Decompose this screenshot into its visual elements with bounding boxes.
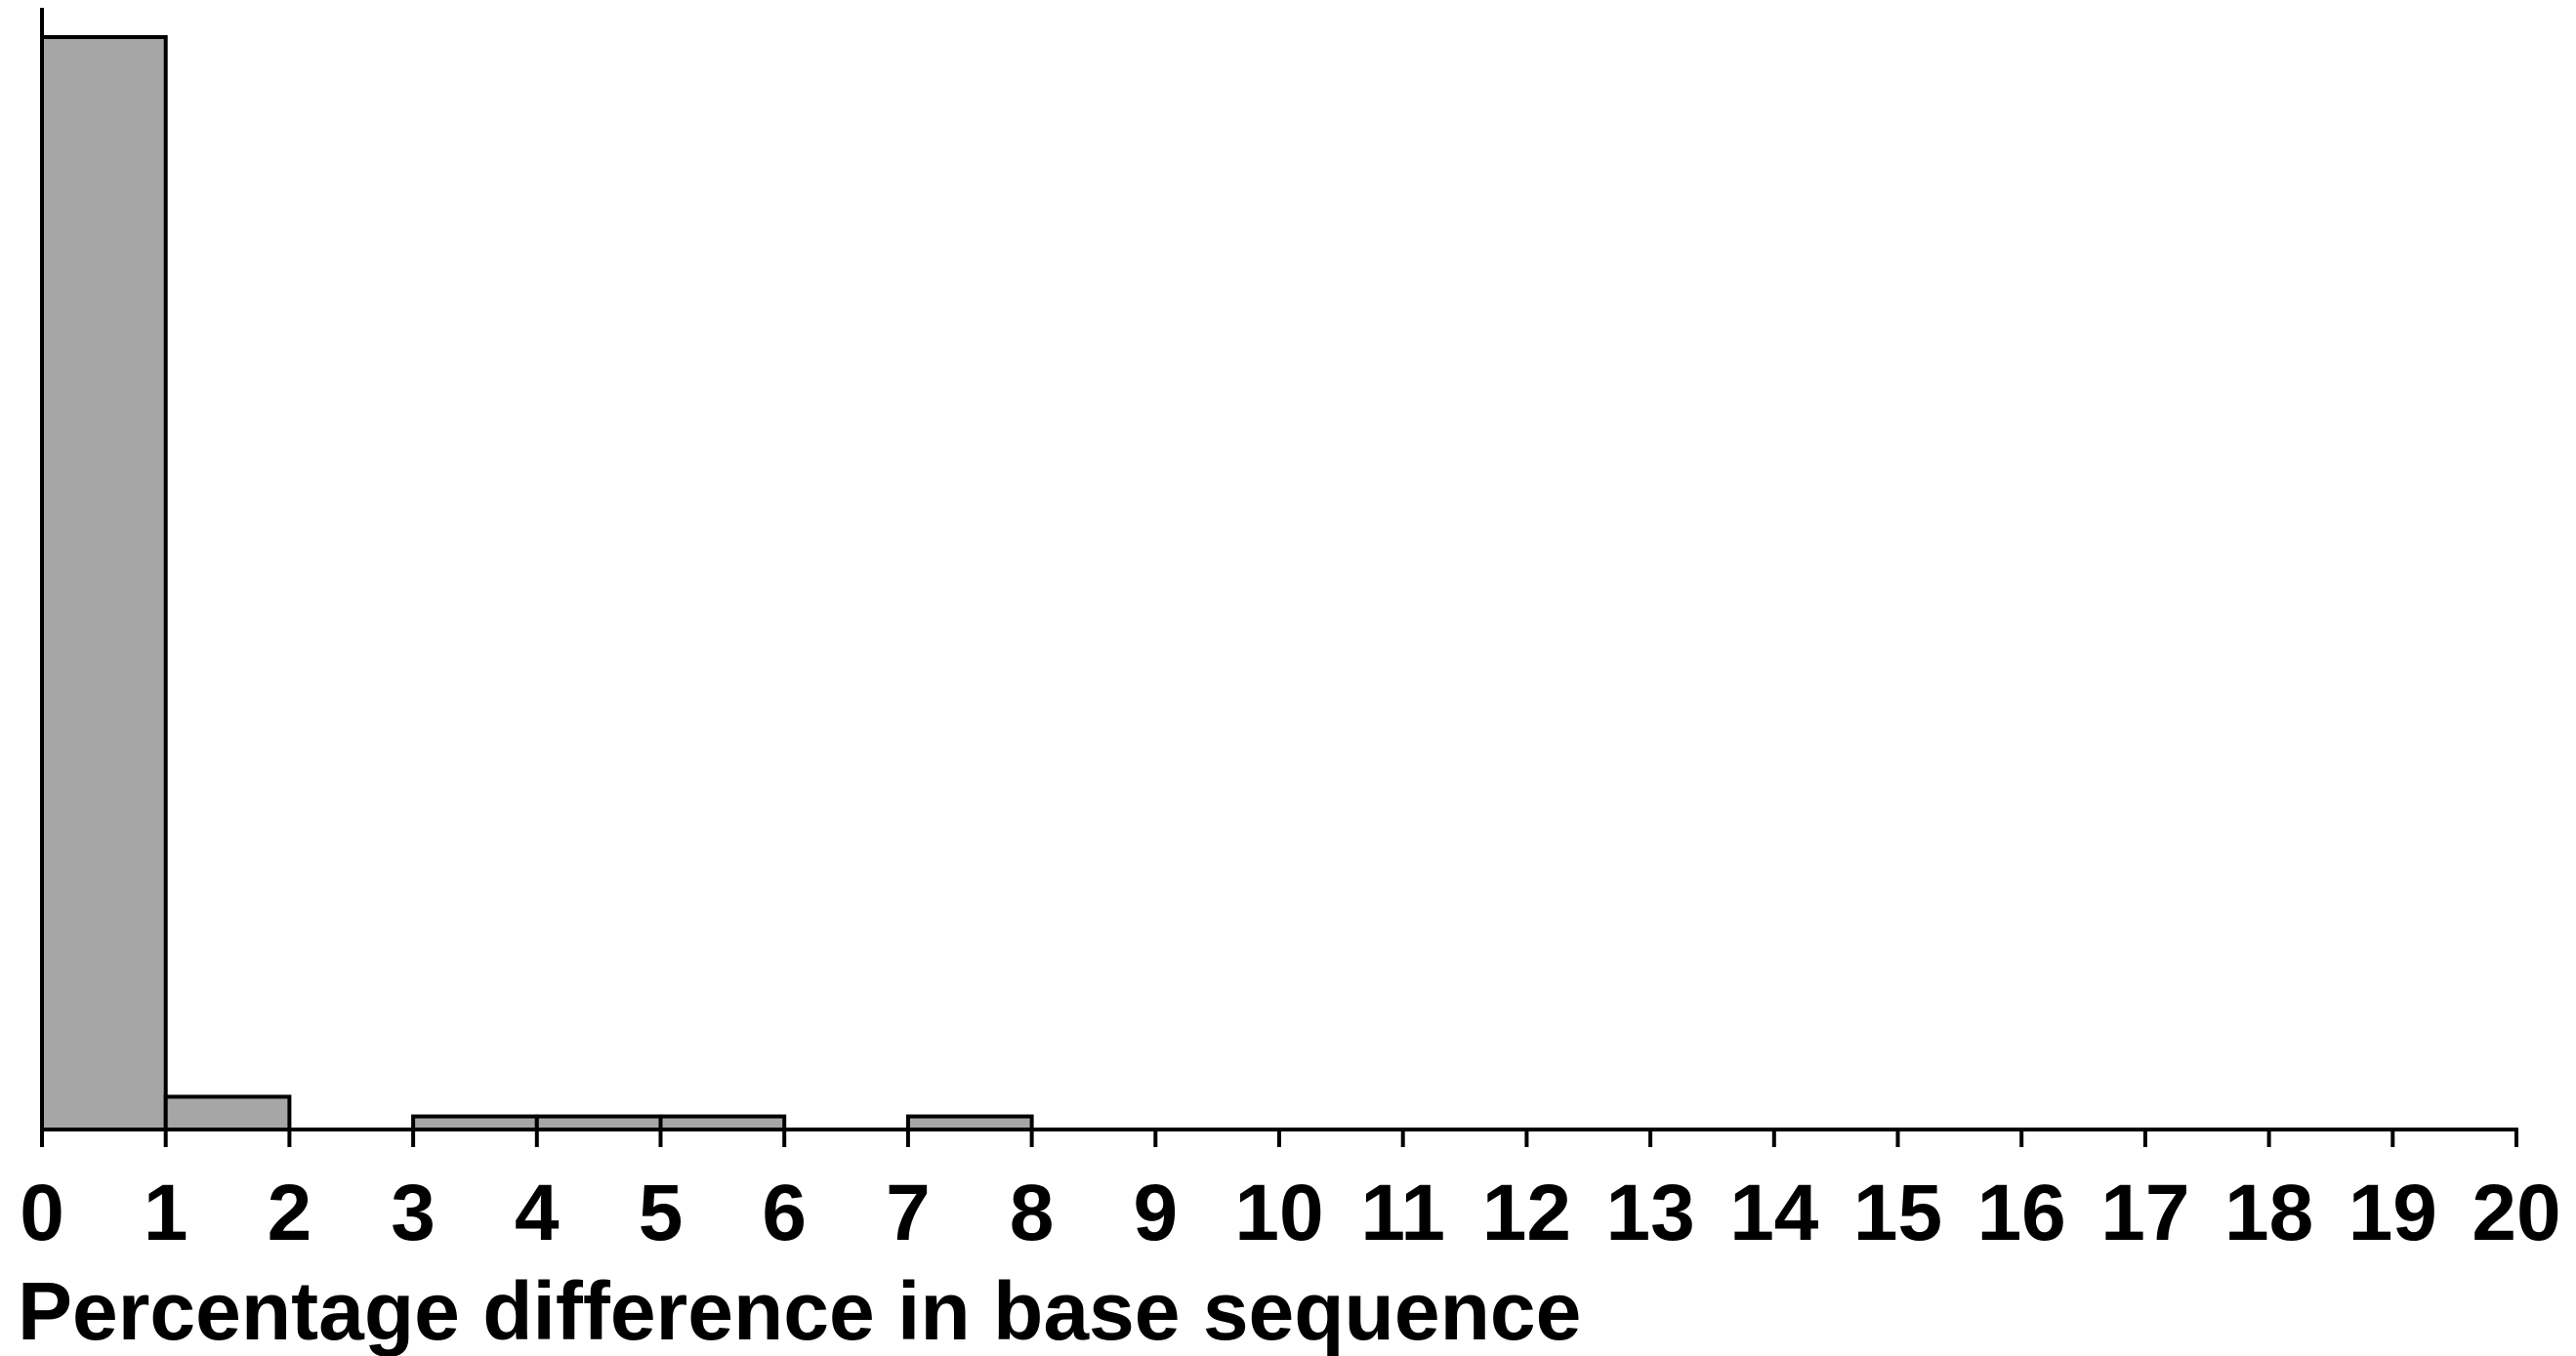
x-tick-label-17: 17 — [2100, 1169, 2189, 1257]
x-tick-label-16: 16 — [1977, 1169, 2066, 1257]
x-tick-label-1: 1 — [144, 1169, 188, 1257]
x-tick-label-10: 10 — [1234, 1169, 1323, 1257]
x-tick-label-15: 15 — [1853, 1169, 1942, 1257]
x-tick-label-13: 13 — [1605, 1169, 1694, 1257]
x-tick-labels-layer: 0 1 2 3 4 5 6 7 8 9 10 11 12 13 14 15 16 17 18 19 20 — [20, 1169, 2560, 1257]
x-tick-label-2: 2 — [268, 1169, 312, 1257]
x-ticks-layer — [40, 1130, 2518, 1147]
x-tick-label-4: 4 — [515, 1169, 560, 1257]
x-tick-label-7: 7 — [886, 1169, 931, 1257]
histogram-bar-0-1 — [40, 35, 168, 1131]
histogram-bar-5-6 — [658, 1114, 787, 1132]
x-tick-label-19: 19 — [2348, 1169, 2437, 1257]
x-tick-label-9: 9 — [1133, 1169, 1178, 1257]
x-tick-label-6: 6 — [762, 1169, 807, 1257]
x-tick-label-12: 12 — [1482, 1169, 1571, 1257]
x-tick-label-14: 14 — [1729, 1169, 1819, 1257]
x-tick-label-3: 3 — [391, 1169, 436, 1257]
histogram-bar-7-8 — [905, 1114, 1034, 1132]
x-tick-label-11: 11 — [1360, 1169, 1445, 1257]
histogram-bar-1-2 — [163, 1094, 292, 1132]
x-tick-label-0: 0 — [20, 1169, 64, 1257]
x-tick-label-18: 18 — [2224, 1169, 2313, 1257]
histogram-bar-4-5 — [534, 1114, 663, 1132]
histogram-bar-3-4 — [411, 1114, 539, 1132]
bars-layer — [40, 35, 1034, 1132]
x-tick-label-20: 20 — [2472, 1169, 2560, 1257]
x-tick-label-8: 8 — [1010, 1169, 1055, 1257]
x-axis-title: Percentage difference in base sequence — [18, 1265, 1581, 1356]
x-tick-label-5: 5 — [639, 1169, 684, 1257]
